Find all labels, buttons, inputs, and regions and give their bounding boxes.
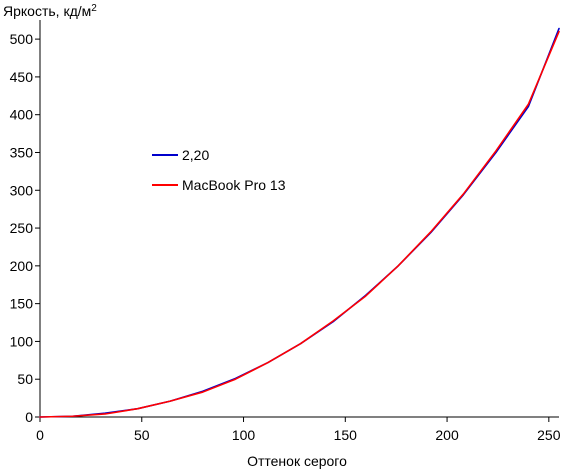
y-tick-label: 350 [10,144,34,160]
y-tick-label: 300 [10,182,34,198]
y-tick-label: 0 [25,409,33,425]
y-tick-label: 200 [10,258,34,274]
y-tick-label: 500 [10,31,34,47]
y-axis-label-superscript: 2 [91,3,97,14]
x-tick-label: 100 [232,427,256,443]
y-tick-label: 100 [10,333,34,349]
x-tick-label: 0 [36,427,44,443]
y-tick-label: 150 [10,296,34,312]
y-tick-label: 450 [10,69,34,85]
y-axis-label: Яркость, кд/м2 [3,3,97,19]
legend: 2,20 MacBook Pro 13 [152,147,286,193]
plot-area: 0 50 100 150 200 250 300 350 400 450 500 0 50 100 150 2… [10,20,561,443]
legend-label-2: MacBook Pro 13 [182,177,286,193]
legend-label-1: 2,20 [182,147,209,163]
y-tick-label: 50 [17,371,33,387]
y-axis-label-text: Яркость, кд/м [3,3,91,19]
y-tick-label: 250 [10,220,34,236]
x-tick-label: 150 [334,427,358,443]
x-tick-label: 250 [537,427,561,443]
x-axis-label: Оттенок серого [247,453,347,469]
series-line-2 [39,30,560,418]
series-line-1 [39,27,560,418]
y-tick-label: 400 [10,107,34,123]
x-tick-label: 200 [435,427,459,443]
x-tick-label: 50 [134,427,150,443]
